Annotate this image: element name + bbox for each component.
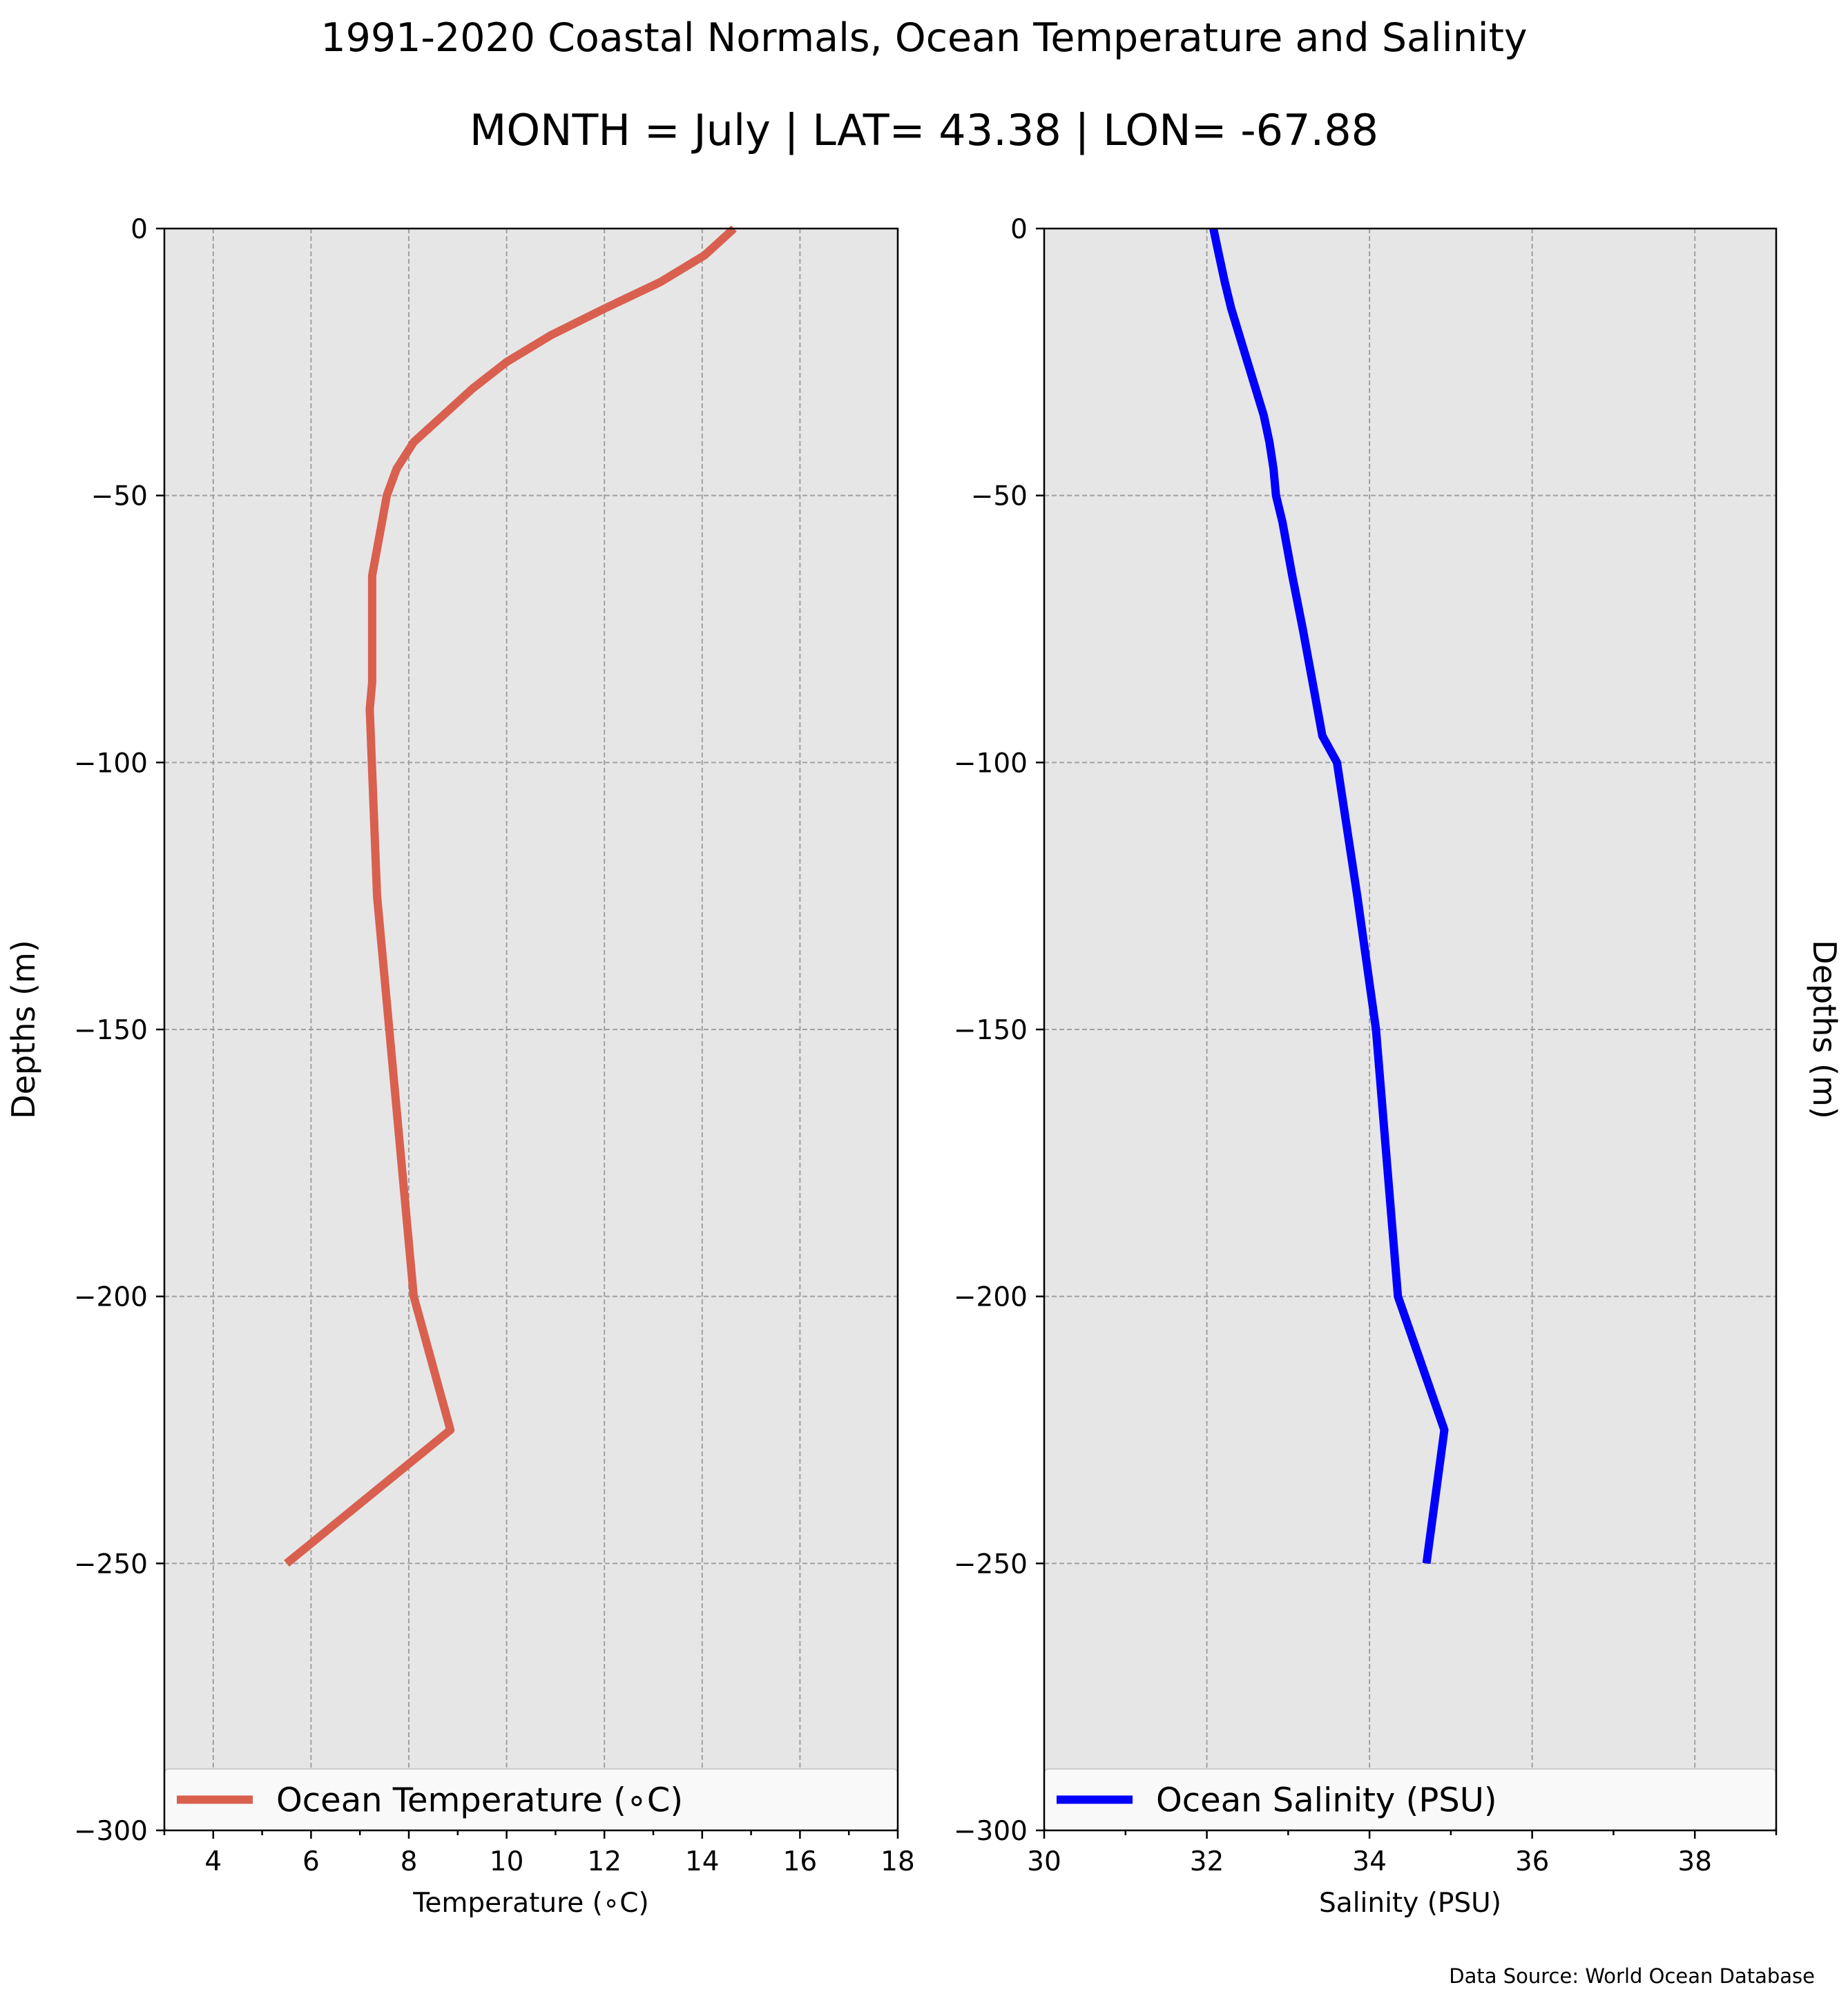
temperature-legend-label: Ocean Temperature (∘C) [276,1781,683,1820]
salinity-y-axis-label: Depths (m) [1806,940,1843,1119]
salinity-x-tick-label: 30 [1027,1846,1061,1877]
salinity-x-axis-label: Salinity (PSU) [1319,1888,1501,1919]
salinity-x-tick-label: 34 [1352,1846,1387,1877]
salinity-y-tick-label: −150 [954,1015,1028,1046]
temperature-x-tick-label: 10 [490,1846,524,1877]
temperature-y-tick-label: −100 [74,748,148,779]
temperature-x-axis-label: Temperature (∘C) [412,1888,649,1919]
temperature-y-tick-label: 0 [131,214,148,245]
data-source-note: Data Source: World Ocean Database [1449,1964,1815,1988]
temperature-x-tick-label: 6 [302,1846,320,1877]
temperature-y-axis-label: Depths (m) [5,940,42,1119]
temperature-x-tick-label: 16 [783,1846,818,1877]
salinity-y-tick-label: −300 [954,1816,1028,1847]
figure-subtitle: MONTH = July | LAT= 43.38 | LON= -67.88 [470,105,1378,156]
salinity-panel: Ocean Salinity (PSU) 0 −50 −100 −150 −200 −250… [954,214,1843,1919]
salinity-profile-line [1209,227,1449,1565]
salinity-y-tick-label: 0 [1010,214,1028,245]
temperature-x-tick-label: 8 [401,1846,418,1877]
salinity-y-tick-label: −50 [971,481,1028,512]
salinity-x-tick-label: 32 [1190,1846,1224,1877]
temperature-x-tick-label: 14 [685,1846,720,1877]
salinity-y-tick-label: −200 [954,1282,1028,1313]
temperature-y-tick-label: −250 [74,1549,148,1580]
temperature-profile-line [284,225,737,1567]
figure-title: 1991-2020 Coastal Normals, Ocean Tempera… [320,15,1527,61]
temperature-x-tick-label: 12 [587,1846,622,1877]
salinity-y-tick-label: −250 [954,1549,1028,1580]
salinity-x-tick-label: 36 [1515,1846,1550,1877]
salinity-legend-label: Ocean Salinity (PSU) [1156,1781,1497,1820]
temperature-y-tick-label: −150 [74,1015,148,1046]
temperature-x-tick-label: 18 [880,1846,915,1877]
temperature-x-tick-label: 4 [204,1846,222,1877]
salinity-x-tick-label: 38 [1677,1846,1712,1877]
temperature-y-tick-label: −300 [74,1816,148,1847]
salinity-y-tick-label: −100 [954,748,1028,779]
temperature-y-tick-label: −200 [74,1282,148,1313]
temperature-y-tick-label: −50 [91,481,148,512]
temperature-panel: Ocean Temperature (∘C) 0 −50 −100 −150 −200 −2… [5,214,915,1919]
